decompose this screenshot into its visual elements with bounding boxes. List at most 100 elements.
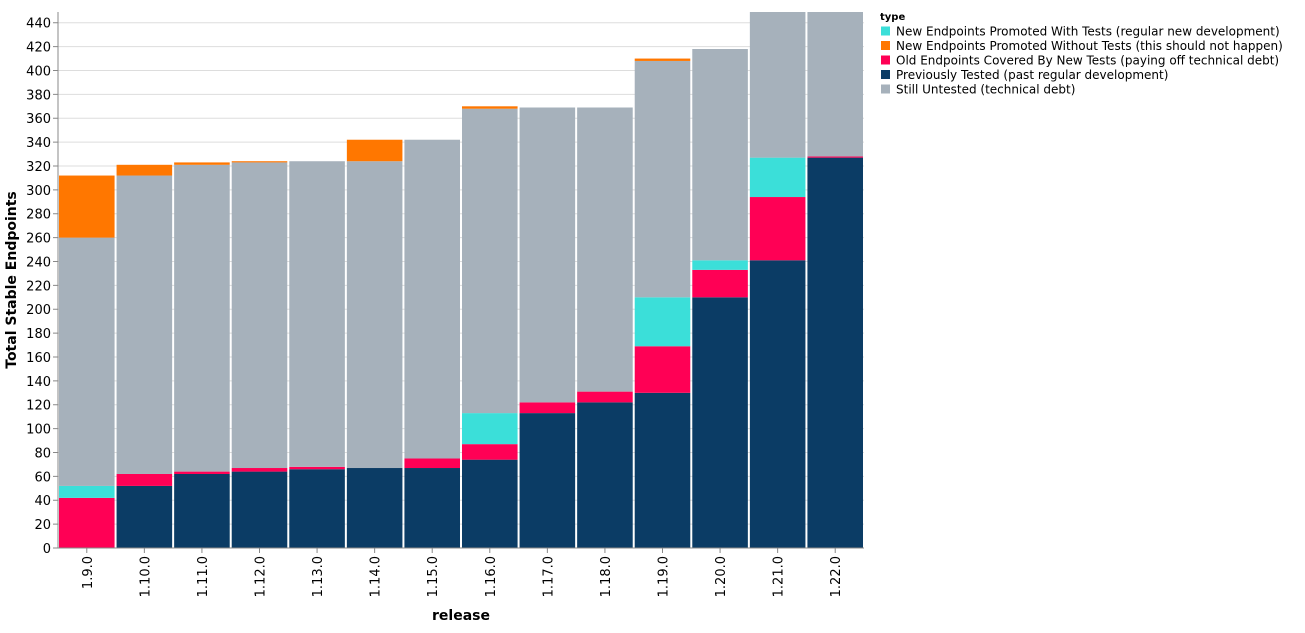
- bar-segment: [116, 164, 173, 176]
- legend-label: New Endpoints Promoted Without Tests (th…: [896, 39, 1283, 53]
- legend-swatch: [881, 84, 890, 94]
- y-tick-label: 80: [34, 446, 51, 461]
- y-tick-label: 300: [26, 184, 51, 199]
- y-tick-label: 400: [26, 64, 51, 79]
- bar-segment: [404, 458, 460, 469]
- bar-segment: [59, 485, 115, 498]
- y-tick-label: 240: [26, 255, 51, 270]
- x-tick-label: 1.17.0: [541, 556, 556, 597]
- legend-swatch: [881, 70, 890, 79]
- legend: type New Endpoints Promoted With Tests (…: [880, 12, 1283, 97]
- bar-segment: [462, 108, 518, 414]
- bar-segment: [289, 469, 345, 548]
- y-axis-title: Total Stable Endpoints: [4, 191, 20, 369]
- bar-segment: [577, 391, 633, 403]
- x-tick-label: 1.14.0: [369, 556, 384, 597]
- legend-label: Old Endpoints Covered By New Tests (payi…: [896, 54, 1279, 68]
- bar-segment: [174, 471, 230, 474]
- x-tick-label: 1.15.0: [426, 556, 441, 597]
- bar-segment: [692, 297, 748, 548]
- x-tick-label: 1.10.0: [138, 556, 153, 597]
- bar-segment: [462, 444, 518, 460]
- bar-segment: [462, 106, 518, 109]
- x-tick-label: 1.19.0: [657, 556, 672, 597]
- bar-segment: [634, 392, 691, 548]
- x-tick-label: 1.9.0: [81, 556, 96, 589]
- bar-segment: [519, 413, 576, 548]
- y-tick-label: 20: [34, 518, 51, 533]
- bar-segment: [59, 237, 115, 486]
- legend-label: Still Untested (technical debt): [896, 83, 1075, 97]
- x-tick-label: 1.18.0: [599, 556, 614, 597]
- x-tick-label: 1.22.0: [829, 556, 844, 597]
- x-tick-label: 1.16.0: [484, 556, 499, 597]
- bar-segment: [231, 471, 288, 548]
- y-tick-label: 420: [26, 41, 51, 56]
- bar-segment: [634, 60, 691, 298]
- bar-segment: [749, 197, 806, 261]
- bar-segment: [519, 402, 576, 414]
- y-tick-label: 440: [26, 17, 51, 32]
- bar-segment: [59, 175, 115, 238]
- bar-segment: [634, 58, 691, 61]
- bar-segment: [519, 107, 576, 403]
- bar-segment: [807, 157, 863, 548]
- axes: 0 20 40 60 80 100 120 140 160 180 200 220 240 260 280 3…: [26, 12, 864, 597]
- bar-segment: [346, 468, 403, 548]
- y-tick-label: 340: [26, 136, 51, 151]
- bar-segment: [634, 297, 691, 347]
- x-tick-label: 1.20.0: [714, 556, 729, 597]
- bar-segment: [577, 402, 633, 548]
- bar-segment: [116, 485, 173, 548]
- y-tick-label: 360: [26, 112, 51, 127]
- y-tick-label: 180: [26, 327, 51, 342]
- bar-segment: [231, 161, 288, 163]
- bar-segment: [404, 468, 460, 548]
- bar-segment: [749, 12, 806, 158]
- y-tick-label: 260: [26, 232, 51, 247]
- legend-swatch: [881, 26, 890, 36]
- bar-segment: [404, 139, 460, 459]
- bar-segment: [692, 269, 748, 298]
- bar-segment: [59, 497, 115, 548]
- legend-swatch: [881, 41, 890, 50]
- legend-title: type: [880, 12, 905, 23]
- bar-segment: [749, 260, 806, 548]
- y-tick-label: 320: [26, 160, 51, 175]
- bar-segment: [692, 260, 748, 270]
- bar-segment: [807, 12, 863, 157]
- bar-segment: [174, 473, 230, 548]
- bar-segment: [807, 156, 863, 158]
- bar-segment: [346, 139, 403, 162]
- y-tick-label: 0: [43, 542, 51, 557]
- y-tick-label: 160: [26, 351, 51, 366]
- bar-segment: [116, 175, 173, 474]
- bar-segment: [462, 413, 518, 445]
- bar-segment: [231, 162, 288, 469]
- y-tick-label: 60: [34, 470, 51, 485]
- x-tick-label: 1.13.0: [311, 556, 326, 597]
- bar-segment: [289, 466, 345, 470]
- bar-segment: [174, 162, 230, 165]
- bar-segment: [289, 161, 345, 467]
- bar-segment: [174, 164, 230, 472]
- legend-swatch: [881, 55, 890, 65]
- y-tick-label: 280: [26, 208, 51, 223]
- y-tick-label: 220: [26, 279, 51, 294]
- y-tick-label: 380: [26, 88, 51, 103]
- bar-segment: [577, 107, 633, 392]
- x-axis-title: release: [432, 608, 490, 624]
- y-tick-label: 100: [26, 423, 51, 438]
- y-tick-label: 200: [26, 303, 51, 318]
- y-tick-label: 140: [26, 375, 51, 390]
- legend-label: New Endpoints Promoted With Tests (regul…: [896, 25, 1280, 39]
- bar-segment: [634, 346, 691, 393]
- bars: [59, 12, 863, 548]
- bar-segment: [116, 473, 173, 486]
- bar-segment: [346, 161, 403, 469]
- x-tick-label: 1.11.0: [196, 556, 211, 597]
- x-tick-label: 1.21.0: [772, 556, 787, 597]
- y-tick-label: 40: [34, 494, 51, 509]
- bar-segment: [749, 157, 806, 198]
